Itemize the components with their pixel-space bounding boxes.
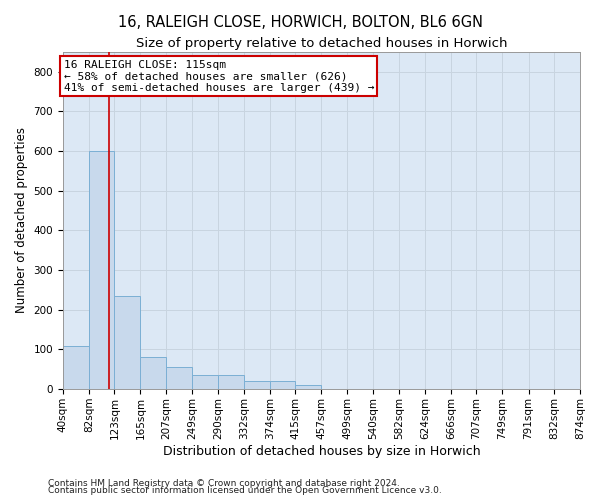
Bar (89, 151, 115, 389)
Bar (115, 296, 140, 389)
X-axis label: Distribution of detached houses by size in Horwich: Distribution of detached houses by size … (163, 444, 480, 458)
Bar (193, 376, 218, 389)
Y-axis label: Number of detached properties: Number of detached properties (15, 128, 28, 314)
Bar (140, 358, 166, 389)
Bar (218, 376, 244, 389)
Bar (63, 346, 89, 389)
Bar (295, 385, 322, 389)
Text: Contains HM Land Registry data © Crown copyright and database right 2024.: Contains HM Land Registry data © Crown c… (48, 478, 400, 488)
Text: 16 RALEIGH CLOSE: 115sqm
← 58% of detached houses are smaller (626)
41% of semi-: 16 RALEIGH CLOSE: 115sqm ← 58% of detach… (64, 60, 374, 93)
Bar (244, 381, 270, 389)
Text: 16, RALEIGH CLOSE, HORWICH, BOLTON, BL6 6GN: 16, RALEIGH CLOSE, HORWICH, BOLTON, BL6 … (118, 15, 482, 30)
Bar (270, 381, 295, 389)
Bar (166, 368, 193, 389)
Title: Size of property relative to detached houses in Horwich: Size of property relative to detached ho… (136, 38, 507, 51)
Text: Contains public sector information licensed under the Open Government Licence v3: Contains public sector information licen… (48, 486, 442, 495)
